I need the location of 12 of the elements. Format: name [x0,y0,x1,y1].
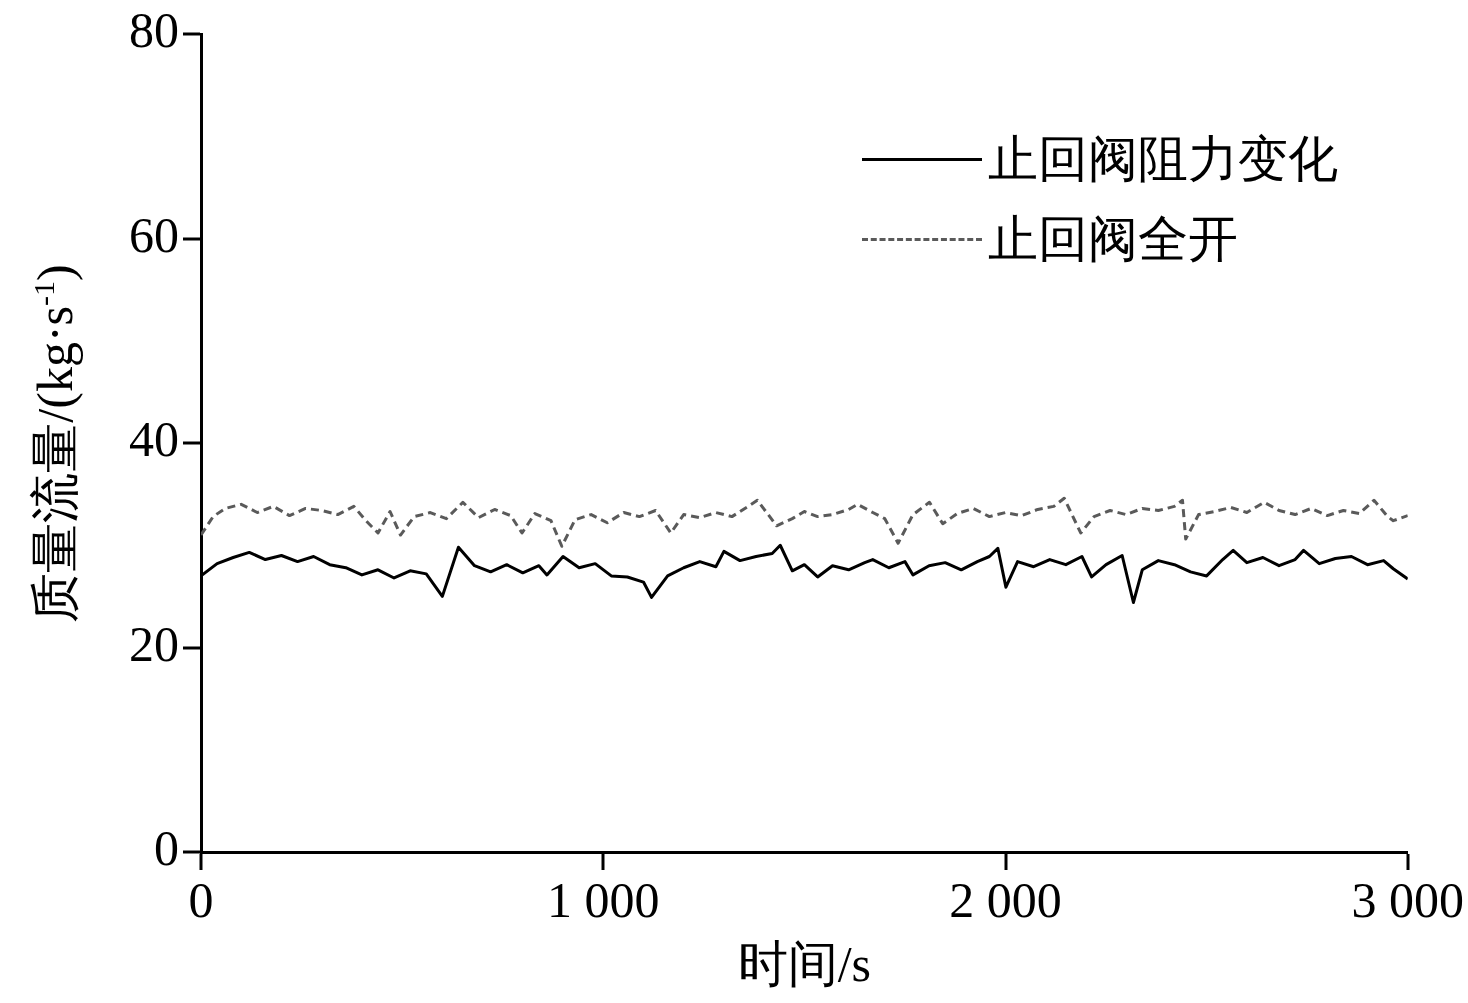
x-tick-label: 1 000 [547,872,660,929]
x-tick-label: 0 [188,872,214,929]
y-tick-label: 40 [129,411,179,468]
x-tick-label: 3 000 [1351,872,1464,929]
y-tick-label: 80 [129,2,179,59]
legend-label: 止回阀阻力变化 [987,130,1338,189]
y-tick-label: 0 [154,820,179,877]
x-axis-title: 时间/s [737,936,872,993]
y-tick-label: 60 [129,206,179,263]
x-tick-label: 2 000 [949,872,1062,929]
y-tick-label: 20 [129,615,179,672]
legend-label: 止回阀全开 [987,210,1238,269]
